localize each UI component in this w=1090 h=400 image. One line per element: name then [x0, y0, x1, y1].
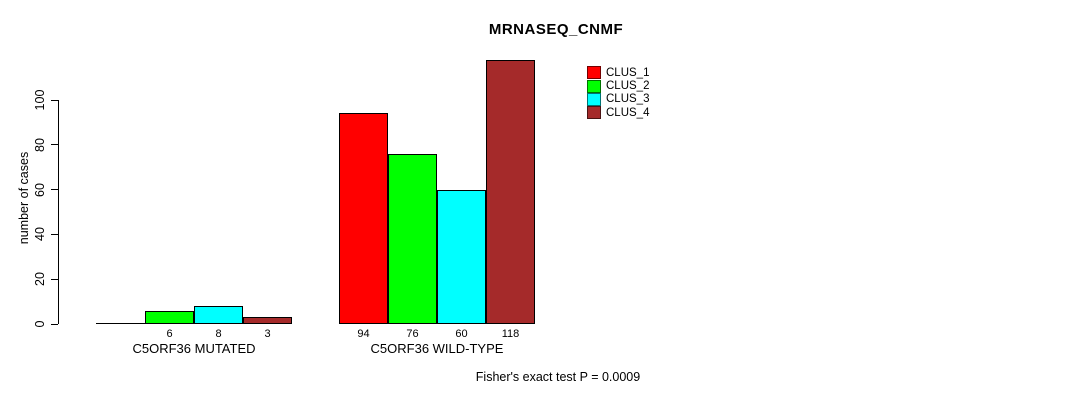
bar-value-label: 60 [455, 328, 468, 340]
legend-label: CLUS_4 [606, 106, 650, 119]
y-axis-tick-label: 0 [33, 320, 47, 328]
y-axis-tick-label: 80 [33, 137, 47, 152]
y-axis-tick [51, 233, 58, 235]
y-axis-tick-label: 40 [33, 227, 47, 242]
y-axis-tick [51, 144, 58, 146]
bar-value-label: 3 [264, 328, 271, 340]
bar-clus_2 [145, 310, 194, 324]
bar-clus_3 [194, 306, 243, 324]
group-label: C5ORF36 MUTATED [132, 341, 256, 356]
bar-clus_3 [437, 189, 486, 324]
y-axis-label: number of cases [17, 151, 31, 245]
y-axis-tick [51, 323, 58, 325]
legend-label: CLUS_2 [606, 80, 650, 93]
bar-clus_1 [96, 323, 145, 324]
bar-clus_4 [486, 59, 535, 324]
y-axis-tick-label: 20 [33, 272, 47, 287]
group-label: C5ORF36 WILD-TYPE [370, 341, 504, 356]
legend-item: CLUS_4 [587, 106, 650, 120]
bar-clus_2 [388, 153, 437, 324]
legend-swatch-icon [587, 66, 601, 80]
legend-label: CLUS_3 [606, 93, 650, 106]
y-axis-tick [51, 189, 58, 191]
chart-title: MRNASEQ_CNMF [488, 21, 624, 38]
bar-clus_1 [339, 113, 388, 324]
annotation-text: Fisher's exact test P = 0.0009 [475, 370, 641, 384]
y-axis-line [58, 100, 59, 324]
y-axis-tick [51, 99, 58, 101]
legend-label: CLUS_1 [606, 66, 650, 79]
legend-item: CLUS_1 [587, 66, 650, 80]
bar-value-label: 6 [166, 328, 173, 340]
bar-value-label: 76 [406, 328, 419, 340]
legend-item: CLUS_2 [587, 79, 650, 93]
bar-value-label: 94 [357, 328, 370, 340]
legend-swatch-icon [587, 79, 601, 93]
y-axis-tick [51, 278, 58, 280]
bar-value-label: 8 [215, 328, 222, 340]
legend-item: CLUS_3 [587, 92, 650, 106]
legend-swatch-icon [587, 92, 601, 106]
bar-clus_4 [243, 317, 292, 324]
legend-swatch-icon [587, 106, 601, 120]
legend: CLUS_1 CLUS_2 CLUS_3 CLUS_4 [587, 66, 649, 120]
y-axis-tick-label: 100 [33, 89, 47, 111]
bar-value-label: 118 [501, 328, 520, 340]
y-axis-tick-label: 60 [33, 182, 47, 197]
